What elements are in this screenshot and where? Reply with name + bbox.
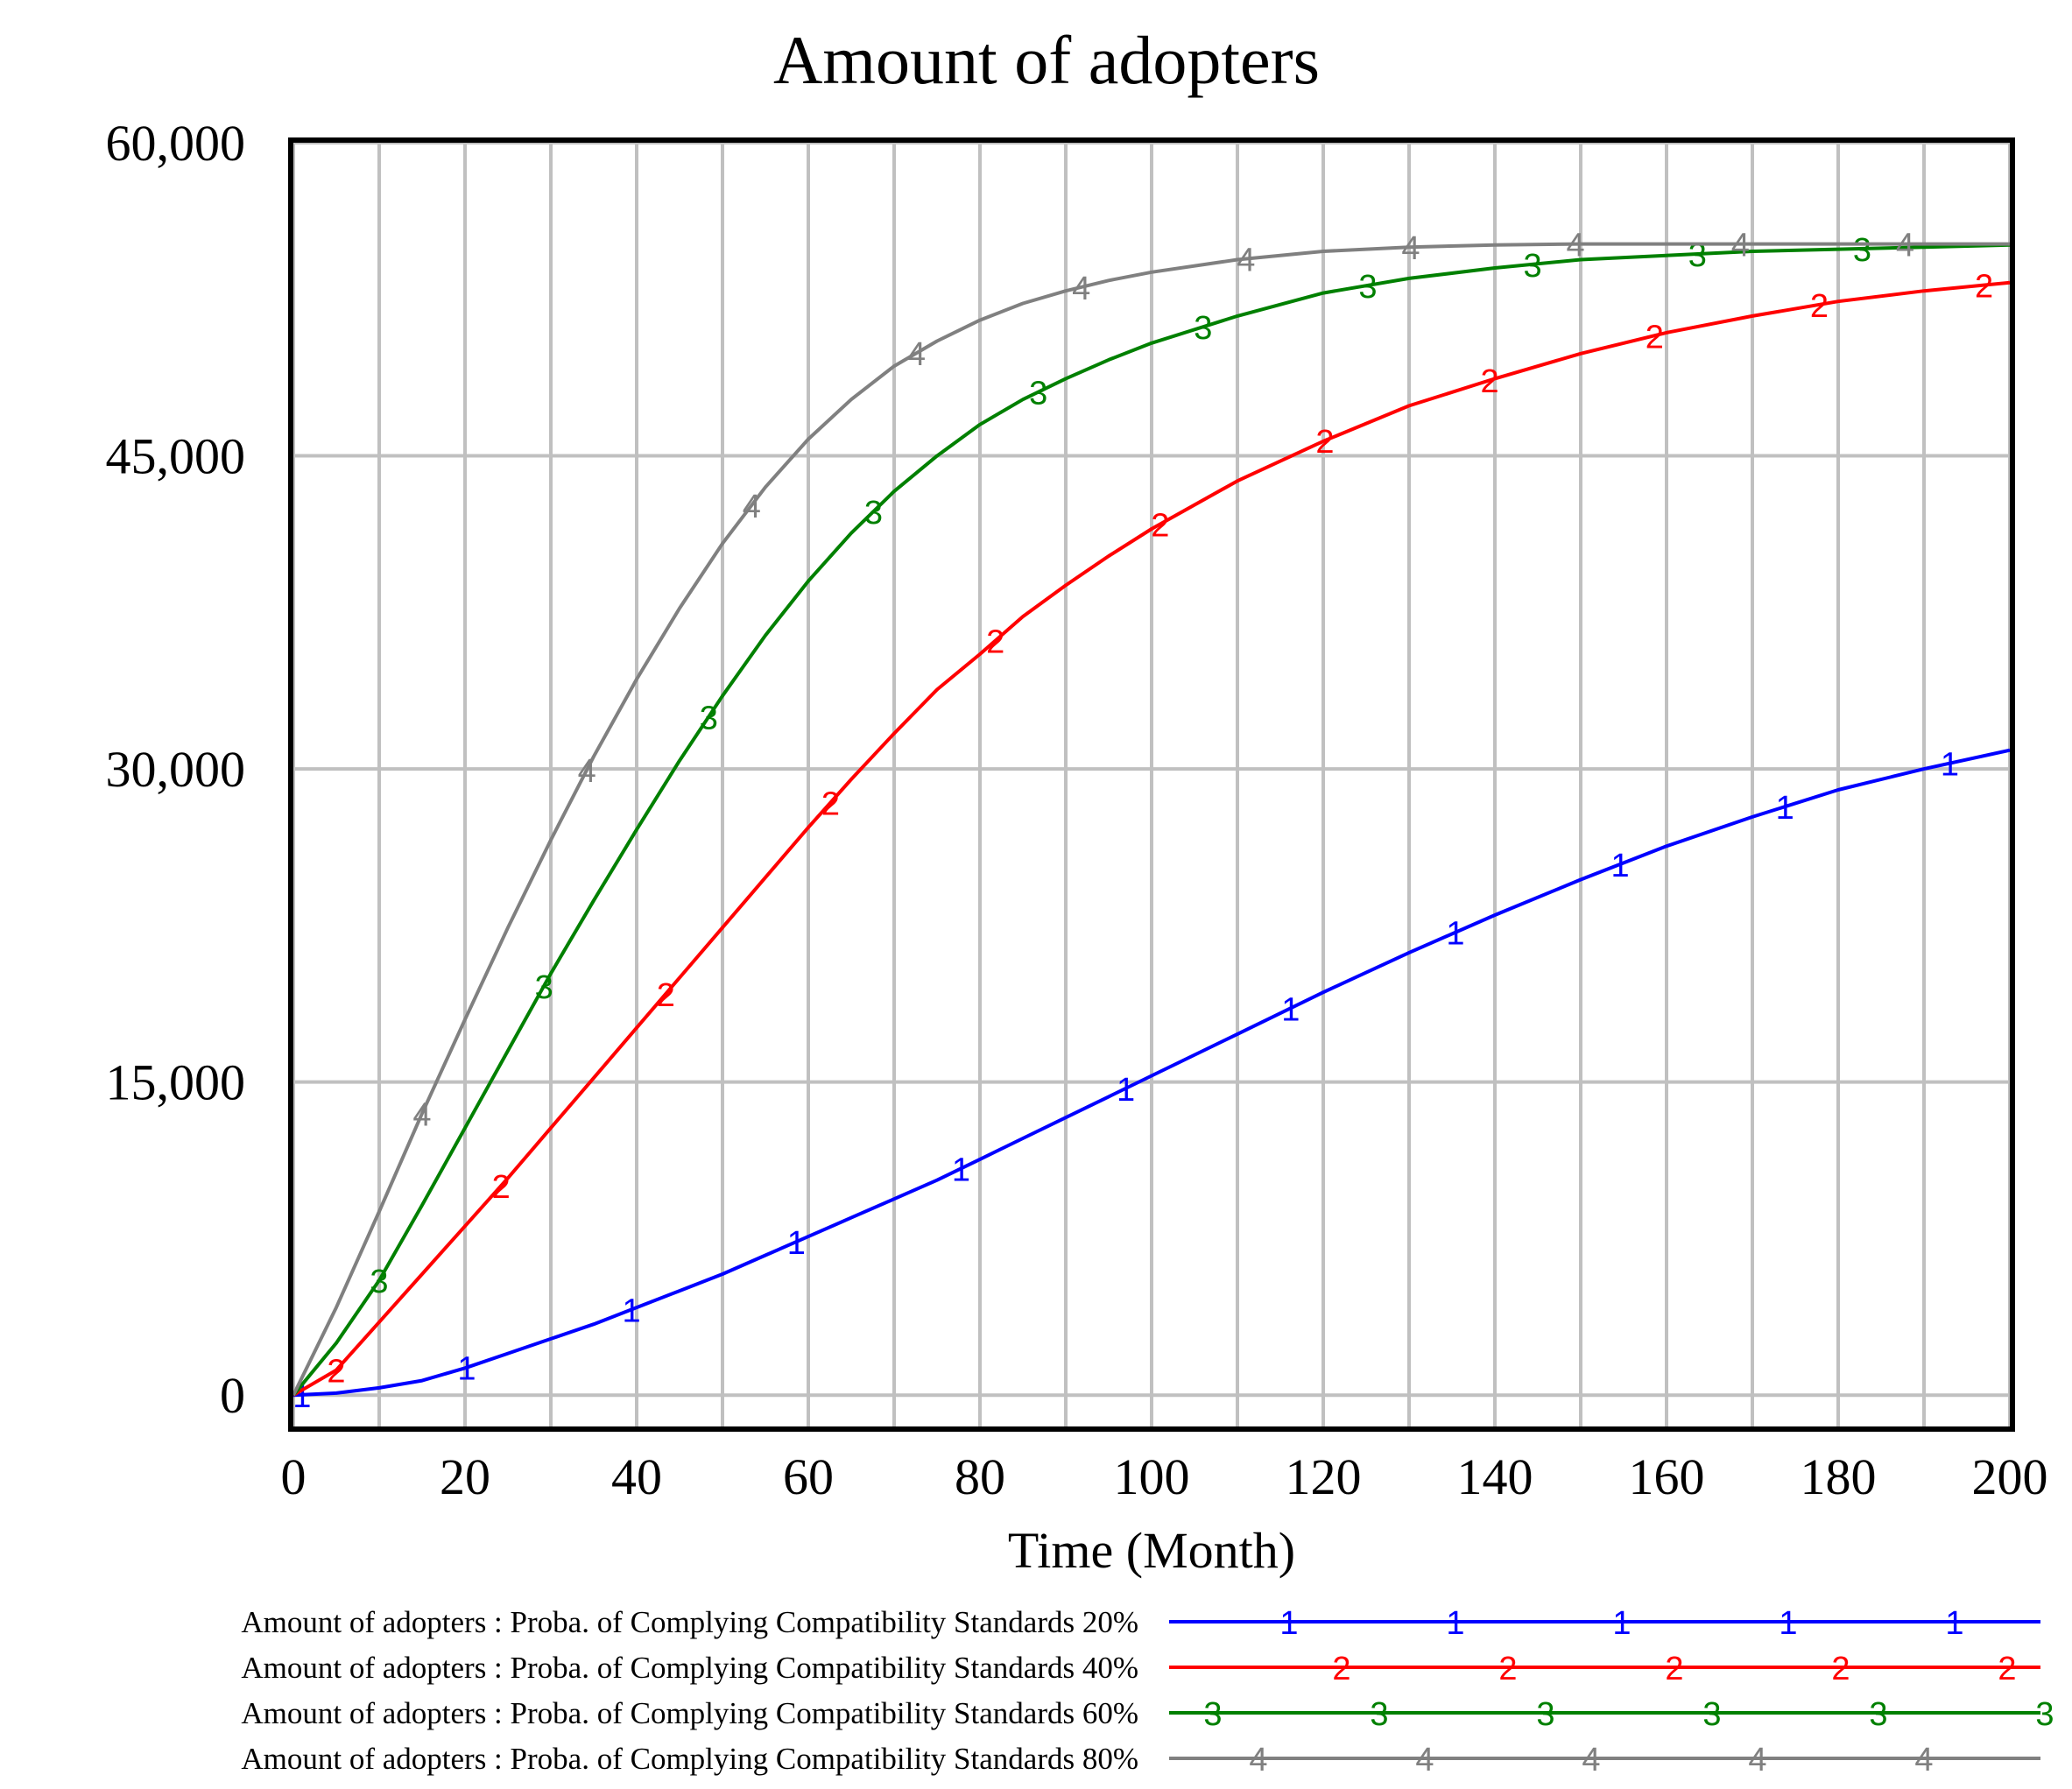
series-marker-4: 4 xyxy=(1731,228,1750,264)
legend-marker-3: 3 xyxy=(2035,1696,2054,1733)
legend-marker-4: 4 xyxy=(1582,1742,1600,1778)
series-marker-3: 3 xyxy=(1524,248,1542,285)
legend-marker-4: 4 xyxy=(1415,1742,1434,1778)
series-marker-1: 1 xyxy=(457,1351,476,1388)
y-tick-label: 0 xyxy=(220,1367,245,1424)
x-axis-label: Time (Month) xyxy=(1008,1522,1295,1579)
series-line-4 xyxy=(292,242,2010,1397)
series-line-2 xyxy=(292,280,2011,1397)
legend-marker-3: 3 xyxy=(1370,1696,1388,1733)
series-marker-2: 2 xyxy=(327,1354,345,1391)
x-tick-label: 60 xyxy=(783,1448,834,1505)
x-tick-label: 120 xyxy=(1286,1448,1362,1505)
series-marker-2: 2 xyxy=(1481,363,1499,400)
x-tick-label: 100 xyxy=(1114,1448,1190,1505)
x-tick-label: 200 xyxy=(1972,1448,2048,1505)
series-marker-2: 2 xyxy=(657,977,675,1014)
legend-marker-4: 4 xyxy=(1748,1742,1766,1778)
x-tick-label: 0 xyxy=(281,1448,307,1505)
legend-marker-2: 2 xyxy=(1332,1651,1350,1687)
legend-label: Amount of adopters : Proba. of Complying… xyxy=(241,1651,1138,1685)
legend-marker-3: 3 xyxy=(1869,1696,1887,1733)
legend-marker-3: 3 xyxy=(1536,1696,1554,1733)
series-marker-3: 3 xyxy=(700,700,718,736)
legend-marker-4: 4 xyxy=(1249,1742,1267,1778)
series-marker-2: 2 xyxy=(492,1169,511,1206)
series-marker-4: 4 xyxy=(1237,243,1255,279)
x-tick-label: 20 xyxy=(440,1448,490,1505)
legend-marker-1: 1 xyxy=(1945,1605,1963,1642)
legend-marker-3: 3 xyxy=(1203,1696,1222,1733)
legend-marker-3: 3 xyxy=(1702,1696,1721,1733)
series-marker-4: 4 xyxy=(1567,228,1585,264)
series-marker-1: 1 xyxy=(623,1292,641,1329)
series-marker-4: 4 xyxy=(1401,230,1420,267)
series-marker-1: 1 xyxy=(1281,991,1300,1028)
series-marker-3: 3 xyxy=(1194,310,1212,347)
series-marker-4: 4 xyxy=(1896,228,1914,264)
x-tick-label: 140 xyxy=(1457,1448,1533,1505)
x-tick-label: 40 xyxy=(611,1448,662,1505)
series-marker-2: 2 xyxy=(1315,424,1334,461)
series-line-1 xyxy=(292,748,2011,1398)
series-marker-2: 2 xyxy=(986,624,1004,661)
series-marker-2: 2 xyxy=(1151,508,1169,545)
series-marker-4: 4 xyxy=(578,753,596,790)
series-marker-3: 3 xyxy=(535,969,553,1006)
series-marker-1: 1 xyxy=(1941,747,1959,784)
series-marker-4: 4 xyxy=(412,1096,431,1133)
series-marker-3: 3 xyxy=(1688,237,1707,274)
series-marker-3: 3 xyxy=(864,495,883,532)
series-marker-4: 4 xyxy=(1072,271,1090,307)
grid xyxy=(292,141,2012,1426)
x-axis: 0 20 40 60 80 100 120 140 160 180 200 xyxy=(281,1448,2048,1505)
series-marker-3: 3 xyxy=(1029,376,1047,412)
y-tick-label: 15,000 xyxy=(106,1054,246,1111)
series-marker-2: 2 xyxy=(821,785,840,822)
legend-marker-2: 2 xyxy=(1665,1651,1683,1687)
series-marker-1: 1 xyxy=(1446,916,1464,953)
series-marker-3: 3 xyxy=(1853,232,1871,269)
series-marker-2: 2 xyxy=(1975,269,1993,306)
series-marker-1: 1 xyxy=(787,1225,806,1262)
legend-marker-1: 1 xyxy=(1779,1605,1797,1642)
legend-label: Amount of adopters : Proba. of Complying… xyxy=(241,1605,1138,1639)
series-marker-1: 1 xyxy=(1776,790,1794,827)
chart-title: Amount of adopters xyxy=(773,22,1320,98)
series-marker-1: 1 xyxy=(1611,848,1630,884)
x-tick-label: 80 xyxy=(955,1448,1005,1505)
series-marker-3: 3 xyxy=(1358,269,1377,306)
legend-marker-2: 2 xyxy=(1498,1651,1517,1687)
legend-marker-1: 1 xyxy=(1279,1605,1298,1642)
legend: Amount of adopters : Proba. of Complying… xyxy=(241,1605,2054,1778)
legend-marker-1: 1 xyxy=(1446,1605,1464,1642)
y-tick-label: 45,000 xyxy=(106,428,246,485)
series-marker-4: 4 xyxy=(743,489,761,525)
y-axis: 0 15,000 30,000 45,000 60,000 xyxy=(106,115,246,1424)
series-marker-4: 4 xyxy=(907,336,926,373)
series-marker-1: 1 xyxy=(952,1152,970,1188)
legend-label: Amount of adopters : Proba. of Complying… xyxy=(241,1742,1138,1776)
series-marker-2: 2 xyxy=(1810,288,1829,325)
legend-marker-2: 2 xyxy=(1998,1651,2016,1687)
legend-marker-2: 2 xyxy=(1831,1651,1850,1687)
series-marker-2: 2 xyxy=(1646,319,1664,356)
legend-label: Amount of adopters : Proba. of Complying… xyxy=(241,1696,1138,1730)
x-tick-label: 160 xyxy=(1629,1448,1705,1505)
plot-frame xyxy=(288,137,2015,1432)
y-tick-label: 60,000 xyxy=(106,115,246,172)
legend-marker-1: 1 xyxy=(1612,1605,1631,1642)
series-marker-3: 3 xyxy=(370,1264,388,1300)
x-tick-label: 180 xyxy=(1801,1448,1877,1505)
series-line-3 xyxy=(292,243,2011,1397)
y-tick-label: 30,000 xyxy=(106,741,246,798)
series-marker-1: 1 xyxy=(1117,1072,1135,1109)
legend-marker-4: 4 xyxy=(1914,1742,1933,1778)
